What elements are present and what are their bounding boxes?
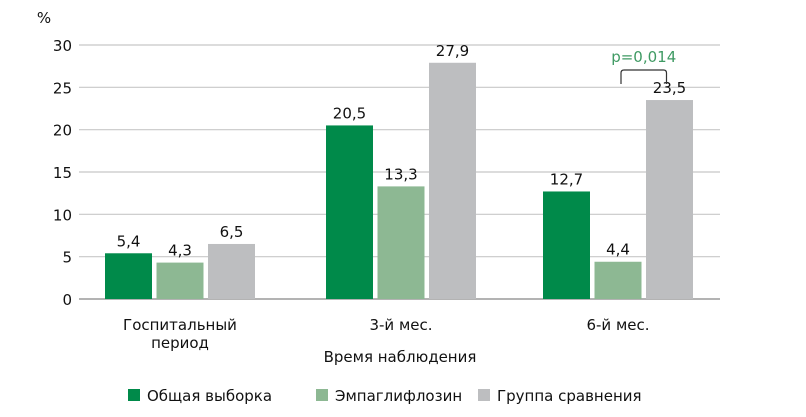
bar <box>156 262 204 299</box>
data-label: 4,4 <box>606 241 630 259</box>
y-tick-label: 30 <box>53 37 72 55</box>
x-tick-label: 3-й мес. <box>369 316 432 334</box>
legend-swatch <box>316 389 328 401</box>
bar <box>429 62 476 299</box>
bar <box>646 100 693 300</box>
y-tick-label: 25 <box>53 79 72 97</box>
x-axis-label: Время наблюдения <box>324 348 477 366</box>
legend-swatch <box>128 389 140 401</box>
p-value-annotation: p=0,014 <box>611 48 676 66</box>
x-tick-label: Госпитальный <box>123 316 237 334</box>
data-label: 4,3 <box>168 242 192 260</box>
data-label: 6,5 <box>220 223 244 241</box>
data-label: 27,9 <box>436 42 469 60</box>
x-tick-label: 6-й мес. <box>586 316 649 334</box>
y-tick-label: 20 <box>53 122 72 140</box>
x-tick-label: период <box>151 334 209 352</box>
bar <box>105 253 152 299</box>
bar <box>594 261 642 299</box>
y-tick-label: 15 <box>53 164 72 182</box>
data-label: 12,7 <box>550 170 583 188</box>
y-tick-label: 5 <box>62 249 72 267</box>
significance-bracket <box>620 69 668 84</box>
data-label: 13,3 <box>384 165 417 183</box>
bar <box>326 125 373 299</box>
bar <box>208 243 255 299</box>
legend-label: Группа сравнения <box>497 387 642 405</box>
bar <box>543 191 590 299</box>
y-tick-label: 0 <box>62 291 72 309</box>
data-label: 23,5 <box>653 79 686 97</box>
data-label: 5,4 <box>117 232 141 250</box>
data-label: 20,5 <box>333 104 366 122</box>
legend-label: Общая выборка <box>147 387 272 405</box>
y-tick-label: 10 <box>53 206 72 224</box>
legend-label: Эмпаглифлозин <box>335 387 462 405</box>
bar <box>377 186 425 299</box>
y-axis-label: % <box>37 9 51 27</box>
legend-swatch <box>478 389 490 401</box>
